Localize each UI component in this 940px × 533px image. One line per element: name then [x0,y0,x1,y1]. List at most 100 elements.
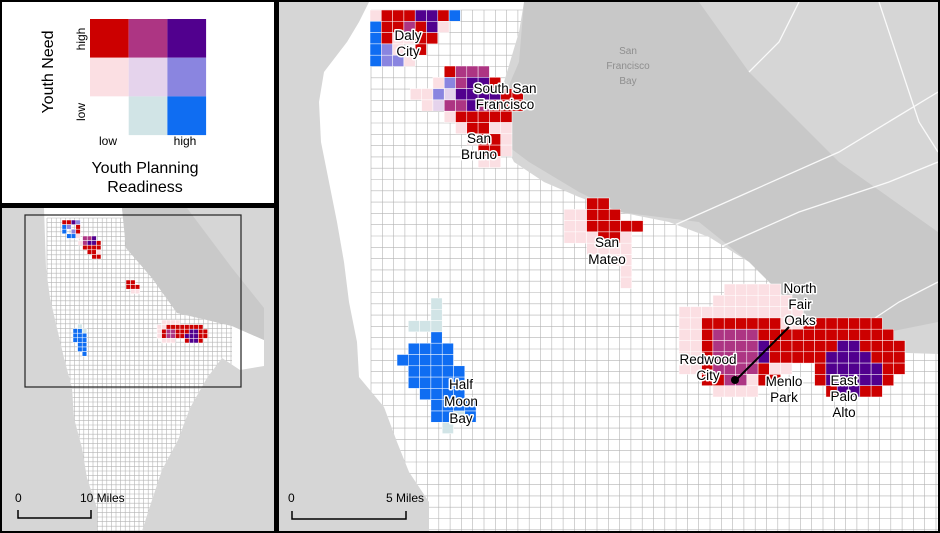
south-sf-cell [489,122,501,135]
inset-hmb-cell [77,346,83,352]
half-moon-bay-cell [396,354,409,367]
daly-city-cell [369,9,382,22]
half-moon-bay-cell [430,388,443,400]
south-sf-cell [410,88,422,101]
daly-city-cell [381,43,393,56]
redwood-epa-cell [814,362,827,375]
inset-ssf-cell [91,240,97,246]
inset-redwood-cell [202,333,208,339]
redwood-line-2: City [696,368,719,383]
redwood-epa-cell [723,385,736,398]
redwood-epa-cell [723,283,736,296]
south-sf-cell [477,65,490,78]
city-label-north-fair-oaks: North Fair Oaks [782,280,818,330]
city-label-redwood-city: Redwood City [678,351,738,385]
redwood-epa-cell [746,283,759,296]
inset-scale-zero: 0 [15,491,22,505]
inset-scale-end: 10 Miles [80,491,125,505]
redwood-epa-cell [769,317,781,330]
water-label-line-2: Francisco [606,61,650,72]
san-mateo-cell [575,231,587,244]
south-sf-cell [421,88,434,101]
redwood-epa-cell [757,306,770,319]
inset-map-panel: 0 10 Miles [2,208,274,531]
redwood-epa-cell [678,340,691,353]
main-scale-zero: 0 [288,491,295,505]
redwood-epa-cell [803,328,815,341]
redwood-epa-cell [859,328,872,341]
inset-daly-cell [70,228,77,235]
redwood-epa-cell [803,351,815,364]
redwood-epa-cell [735,328,748,341]
legend-x-high: high [174,134,197,148]
daly-city-cell [369,54,382,67]
redwood-epa-cell [769,295,781,307]
redwood-epa-cell [848,340,861,353]
daly-city-cell [414,9,427,22]
city-label-san-bruno: San Bruno [459,130,498,164]
south-sf-cell [489,110,501,123]
inset-map: 0 10 Miles [15,208,264,531]
inset-redwood-cell [188,333,195,339]
redwood-epa-cell [723,306,736,319]
daly-city-line-1: Daly [394,28,421,43]
south-sf-cell [443,88,456,101]
inset-hmb-cell [72,337,78,343]
redwood-epa-cell [836,351,849,364]
inset-daly-cell [75,228,81,235]
inset-extent-box [24,214,242,388]
inset-redwood-cell [198,333,204,339]
inset-hmb-cell [81,342,88,348]
inset-hmb-cell [77,342,83,348]
legend-cell-low-need-mid-readiness [128,96,168,136]
redwood-epa-cell [757,328,770,341]
inset-redwood-cell [165,338,172,344]
redwood-epa-cell [780,351,793,364]
south-sf-line-1: South San [473,81,536,96]
south-sf-cell [455,110,468,123]
redwood-epa-cell [769,362,781,375]
south-sf-line-2: Francisco [476,97,535,112]
san-mateo-cell [620,276,633,289]
san-mateo-line-1: San [595,235,619,250]
legend-x-title-1: Youth Planning [91,160,198,177]
inset-ssf-cell [82,244,88,251]
half-moon-bay-cell [441,365,454,378]
inset-ssf-cell [96,240,102,246]
legend-cell-low-need-low-readiness [90,96,129,136]
south-sf-cell [421,99,434,112]
inset-bay [122,208,264,340]
redwood-epa-cell [780,362,793,375]
inset-hmb-cell [81,346,88,352]
south-sf-cell [432,77,445,89]
daly-city-cell [369,32,382,45]
redwood-epa-cell [769,306,781,319]
san-mateo-cell [586,220,599,233]
redwood-epa-cell [712,306,725,319]
san-mateo-cell [563,209,576,221]
redwood-epa-cell [825,340,838,353]
redwood-epa-cell [746,306,759,319]
inset-ssf-cell [86,240,93,246]
redwood-epa-cell [882,340,894,353]
redwood-epa-cell [757,317,770,330]
bivariate-legend: Youth Need high low low high Youth Plann… [40,19,207,196]
legend-x-low: low [99,134,117,148]
redwood-epa-cell [746,328,759,341]
redwood-epa-cell [814,374,827,386]
redwood-epa-cell [882,374,894,386]
south-sf-cell [455,65,468,78]
inset-hmb-cell [77,328,83,334]
daly-city-cell [437,9,450,22]
water-label-line-1: San [619,46,637,57]
redwood-epa-cell [690,306,702,319]
legend-y-title: Youth Need [40,30,57,113]
redwood-epa-cell [769,374,781,386]
redwood-epa-cell [859,374,872,386]
inset-daly-cell [70,233,77,239]
half-moon-bay-cell [419,342,432,355]
daly-city-cell [381,54,393,67]
inset-redwood-cell [188,328,195,335]
inset-redwood-cell [179,333,185,339]
redwood-epa-cell [848,317,861,330]
